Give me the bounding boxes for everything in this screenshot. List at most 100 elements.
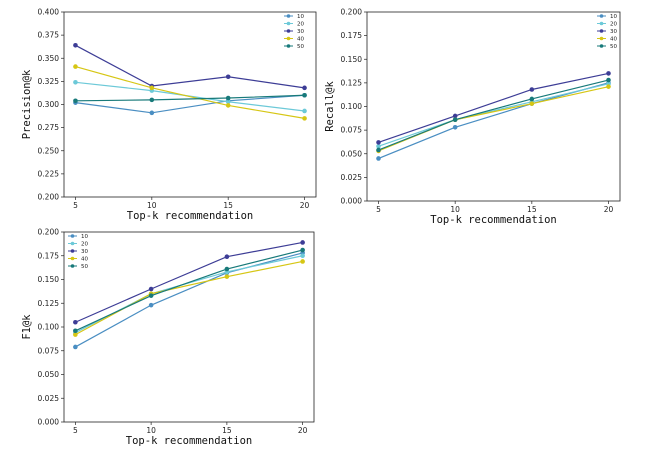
recall-series-point-30: [529, 87, 535, 92]
precision-y-tick-label: 0.225: [38, 169, 60, 178]
f1-y-tick-label: 0.000: [38, 418, 60, 427]
f1-legend-label: 50: [81, 264, 88, 270]
precision-legend-label: 20: [297, 22, 304, 28]
recall-legend-marker: [599, 21, 604, 26]
recall-series-point-30: [376, 140, 381, 145]
precision-series-point-40: [302, 116, 307, 121]
precision-y-tick-label: 0.375: [38, 31, 60, 40]
recall-series-point-30: [452, 113, 458, 119]
precision-series-point-20: [225, 99, 231, 105]
f1-series-point-10: [73, 344, 78, 350]
recall-legend-marker: [599, 14, 604, 18]
precision-series-point-50: [225, 95, 231, 101]
precision-legend-marker: [286, 21, 291, 26]
f1-series-line-30: [75, 241, 303, 323]
recall-legend-marker: [599, 29, 604, 33]
recall-series-point-50: [452, 117, 458, 123]
f1-y-tick-label: 0.100: [38, 323, 60, 332]
precision-series-point-30: [302, 85, 307, 91]
f1-x-tick-label: 10: [146, 426, 156, 435]
precision-series-point-50: [73, 98, 78, 104]
precision-series-point-20: [302, 108, 307, 114]
f1-legend-marker: [70, 264, 75, 268]
recall-y-tick-label: 0.125: [341, 78, 363, 87]
precision-series-point-40: [149, 85, 155, 91]
recall-series-point-40: [606, 84, 611, 89]
f1-legend-label: 10: [81, 234, 88, 240]
precision-series-line-40: [75, 65, 305, 119]
precision-y-tick-label: 0.275: [38, 123, 60, 132]
recall-y-tick-label: 0.175: [341, 31, 363, 40]
precision-legend-marker: [286, 36, 291, 41]
recall-series-line-50: [378, 79, 609, 151]
recall-y-tick-label: 0.075: [341, 126, 363, 135]
precision-legend-label: 50: [297, 44, 304, 50]
precision-legend-label: 40: [297, 37, 304, 43]
f1-x-axis-label: Top-k recommendation: [126, 435, 252, 447]
recall-y-tick-label: 0.025: [341, 173, 363, 182]
f1-series-line-40: [75, 260, 303, 336]
precision-x-tick-label: 15: [223, 201, 233, 210]
recall-legend-marker: [599, 44, 604, 48]
recall-series-point-20: [376, 143, 381, 149]
recall-legend-label: 40: [610, 37, 617, 43]
precision-series-point-50: [302, 92, 307, 98]
f1-series-point-30: [300, 240, 305, 245]
f1-x-tick-label: 15: [222, 426, 232, 435]
f1-y-tick-label: 0.125: [38, 299, 60, 308]
recall-y-tick-label: 0.200: [341, 8, 363, 17]
f1-y-tick-label: 0.200: [38, 228, 60, 237]
f1-y-tick-label: 0.175: [38, 251, 60, 260]
recall-chart: 0.000 0.025 0.050 0.075 0.100 0.125 0.150 0.175…: [324, 8, 621, 226]
precision-y-tick-label: 0.400: [38, 8, 60, 17]
recall-x-tick-label: 10: [450, 205, 460, 214]
f1-y-tick-label: 0.050: [38, 370, 60, 379]
f1-x-tick-label: 20: [298, 426, 308, 435]
precision-y-tick-label: 0.350: [38, 54, 60, 63]
precision-legend-marker: [286, 29, 291, 33]
precision-x-tick-label: 20: [300, 201, 310, 210]
precision-series-line-50: [75, 94, 305, 102]
recall-series-point-40: [529, 101, 535, 106]
f1-series-point-50: [73, 328, 78, 334]
precision-series-point-10: [149, 110, 155, 116]
recall-x-tick-label: 5: [376, 205, 381, 214]
f1-x-tick-label: 5: [73, 426, 78, 435]
precision-x-axis-label: Top-k recommendation: [127, 210, 253, 222]
recall-legend-label: 20: [610, 22, 617, 28]
f1-series-point-50: [148, 293, 154, 298]
precision-y-tick-label: 0.300: [38, 100, 60, 109]
recall-y-axis-label: Recall@k: [324, 81, 336, 132]
f1-series-point-20: [300, 253, 305, 259]
recall-series-point-30: [606, 71, 611, 76]
recall-x-tick-label: 15: [527, 205, 537, 214]
recall-series-line-20: [378, 83, 609, 147]
precision-series-point-40: [73, 64, 78, 69]
recall-series-line-30: [378, 72, 609, 143]
recall-y-tick-label: 0.000: [341, 197, 363, 206]
f1-series-point-10: [148, 302, 154, 308]
precision-y-tick-label: 0.325: [38, 77, 60, 86]
precision-series-point-20: [73, 80, 78, 85]
f1-series-point-50: [224, 266, 230, 272]
recall-plot-frame: [366, 11, 621, 202]
f1-series-line-50: [75, 249, 303, 332]
precision-x-tick-label: 5: [73, 201, 78, 210]
recall-legend-label: 30: [610, 29, 617, 35]
recall-y-tick-label: 0.100: [341, 102, 363, 111]
f1-legend-marker: [70, 241, 75, 246]
f1-series-point-40: [300, 259, 305, 264]
f1-y-tick-label: 0.150: [38, 275, 60, 284]
recall-legend-label: 10: [610, 14, 617, 20]
precision-y-axis-label: Precision@k: [21, 69, 33, 139]
recall-series-point-50: [529, 96, 535, 102]
f1-y-tick-label: 0.075: [38, 346, 60, 355]
precision-series-point-30: [225, 74, 231, 80]
precision-plot-frame: [63, 11, 317, 198]
f1-chart: 0.000 0.025 0.050 0.075 0.100 0.125 0.150 0.175…: [21, 228, 315, 447]
f1-legend-label: 30: [81, 249, 88, 255]
f1-legend-label: 40: [81, 257, 88, 263]
